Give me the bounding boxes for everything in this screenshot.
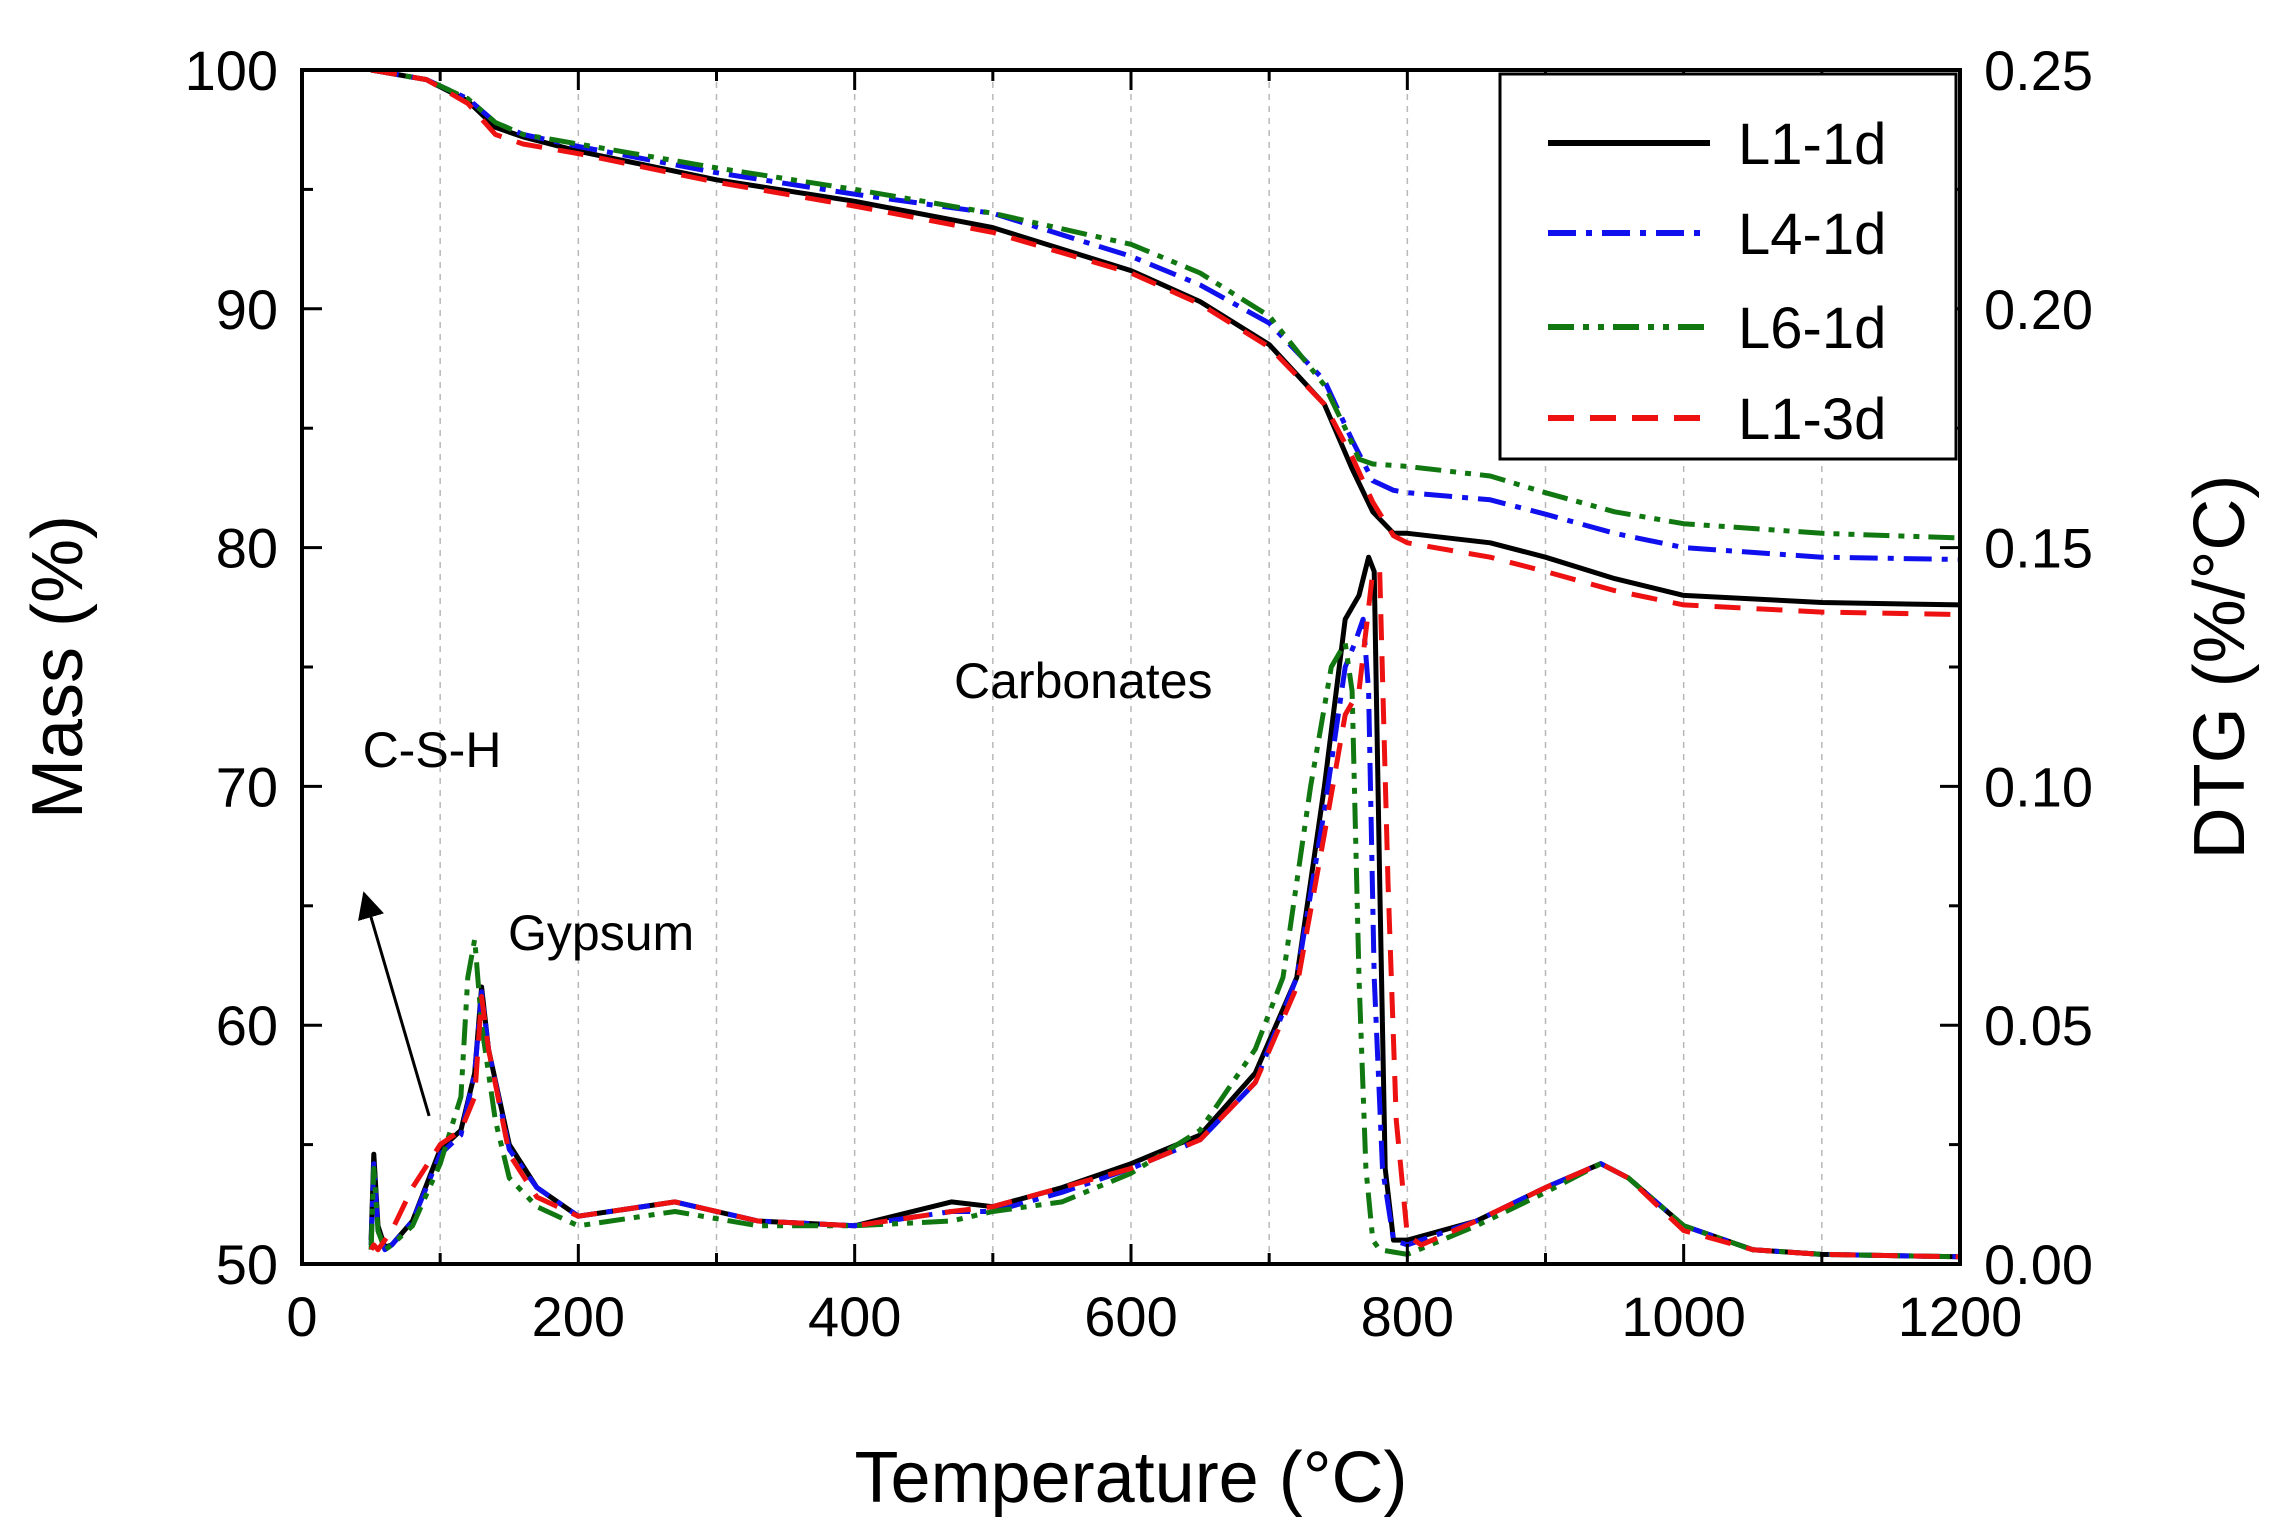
mass-curve-l1-3d	[370, 70, 1960, 617]
dtg-curve-l6-1d	[368, 640, 1960, 1260]
legend-label-l1-1d: L1-1d	[1738, 112, 1886, 177]
dtg-curve-l1-3d	[368, 569, 1960, 1260]
y-left-tick-label: 90	[216, 278, 278, 341]
x-tick-label: 1000	[1621, 1285, 1746, 1348]
axis-ticks: 0 200 400 600 800 1000 1200 50 60 70 80 90 100 0.00 0.…	[185, 39, 2093, 1348]
annotation-csh: C-S-H	[363, 722, 502, 778]
y-left-tick-label: 70	[216, 755, 278, 818]
y-left-tick-label: 100	[185, 39, 278, 102]
legend-label-l6-1d: L6-1d	[1738, 296, 1886, 361]
legend: L1-1d L4-1d L6-1d L1-3d	[1498, 72, 1958, 461]
y-right-tick-label: 0.00	[1984, 1233, 2093, 1296]
legend-box	[1498, 72, 1958, 461]
y-right-tick-label: 0.20	[1984, 278, 2093, 341]
legend-label-l1-3d: L1-3d	[1738, 387, 1886, 452]
x-tick-label: 0	[286, 1285, 317, 1348]
y-left-tick-label: 80	[216, 517, 278, 580]
y-right-tick-label: 0.15	[1984, 517, 2093, 580]
annotation-gypsum: Gypsum	[508, 905, 694, 961]
x-tick-label: 200	[532, 1285, 625, 1348]
y-left-tick-label: 60	[216, 994, 278, 1057]
y-right-axis-title: DTG (%/°C)	[2180, 475, 2260, 860]
y-right-tick-label: 0.10	[1984, 755, 2093, 818]
x-axis-title: Temperature (°C)	[855, 1438, 1408, 1518]
x-tick-label: 600	[1084, 1285, 1177, 1348]
annotation-carbonates: Carbonates	[954, 653, 1213, 709]
x-tick-label: 1200	[1898, 1285, 2023, 1348]
y-right-tick-label: 0.05	[1984, 994, 2093, 1057]
mass-curve-l4-1d	[370, 70, 1960, 562]
series-layer	[368, 70, 1960, 1260]
x-tick-label: 800	[1361, 1285, 1454, 1348]
mass-curve-l1-1d	[370, 70, 1960, 608]
csh-arrow	[358, 891, 431, 1117]
y-left-axis-title: Mass (%)	[18, 515, 98, 819]
legend-label-l4-1d: L4-1d	[1738, 202, 1886, 267]
y-right-tick-label: 0.25	[1984, 39, 2093, 102]
y-left-tick-label: 50	[216, 1233, 278, 1296]
x-tick-label: 400	[808, 1285, 901, 1348]
